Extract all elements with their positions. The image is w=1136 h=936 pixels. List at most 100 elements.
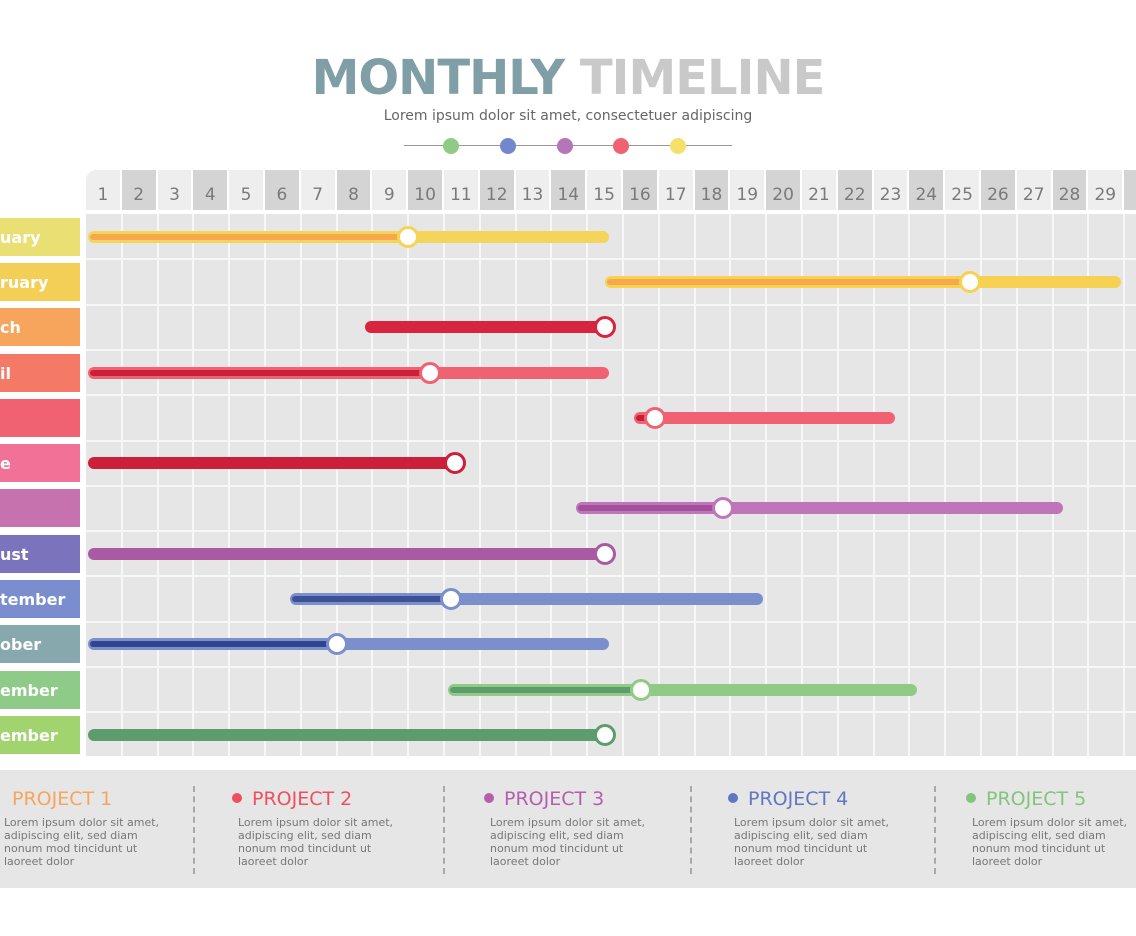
project-separator — [443, 786, 445, 874]
project-description: Lorem ipsum dolor sit amet, adipiscing e… — [238, 816, 394, 868]
day-header-cell: 17 — [658, 170, 693, 210]
month-label: ust — [0, 534, 80, 573]
project-dot-icon — [484, 792, 494, 803]
day-header-cell: 23 — [873, 170, 908, 210]
project-title: PROJECT 4 — [748, 788, 849, 810]
timeline-progress-knob[interactable] — [959, 270, 982, 293]
timeline-progress-knob[interactable] — [644, 406, 667, 429]
timeline-progress-knob[interactable] — [712, 497, 735, 520]
project-description: Lorem ipsum dolor sit amet, adipiscing e… — [490, 816, 646, 868]
timeline-bar-progress — [367, 324, 606, 331]
timeline-progress-knob[interactable] — [594, 723, 617, 746]
month-label-text: ember — [0, 680, 58, 700]
timeline-progress-knob[interactable] — [594, 316, 617, 339]
month-label-text: ember — [0, 725, 58, 745]
timeline-progress-knob[interactable] — [418, 361, 441, 384]
day-header-cell: 14 — [551, 170, 586, 210]
timeline-progress-knob[interactable] — [440, 588, 463, 611]
month-label-text: e — [0, 454, 11, 474]
timeline-progress-knob[interactable] — [443, 452, 466, 475]
project-separator — [193, 786, 195, 874]
day-header-cell: 3 — [1124, 170, 1136, 210]
project-dot-icon — [966, 792, 976, 803]
grid-row-divider — [86, 666, 1136, 668]
month-label: ember — [0, 670, 80, 709]
day-header-cell: 7 — [300, 170, 335, 210]
grid-row-divider — [86, 575, 1136, 578]
timeline-bar-progress — [578, 505, 724, 512]
month-label: tember — [0, 580, 80, 619]
project-title: PROJECT 1 — [12, 788, 113, 810]
timeline-bar-progress — [90, 369, 430, 376]
legend-dot — [443, 138, 459, 154]
title-part-timeline: TIMELINE — [579, 50, 826, 106]
grid-row-divider — [86, 303, 1136, 306]
legend-dot — [557, 138, 573, 154]
timeline-bar-progress — [607, 278, 971, 285]
day-header-cell: 2 — [121, 170, 156, 210]
day-header-cell: 11 — [444, 170, 478, 210]
timeline-progress-knob[interactable] — [594, 542, 617, 565]
project-card: PROJECT 2 Lorem ipsum dolor sit amet, adi… — [232, 784, 432, 868]
legend-dot — [500, 138, 516, 154]
month-label-text: ch — [0, 318, 21, 338]
day-header-cell: 29 — [1088, 170, 1123, 210]
project-description: Lorem ipsum dolor sit amet, adipiscing e… — [972, 816, 1128, 868]
project-card: PROJECT 4 Lorem ipsum dolor sit amet, adi… — [728, 784, 928, 868]
grid-row-divider — [86, 439, 1136, 442]
day-header-cell: 6 — [265, 170, 299, 210]
day-header-cell: 5 — [229, 170, 263, 210]
grid-row-divider — [86, 620, 1136, 623]
title-block: MONTHLY TIMELINE — [0, 48, 1136, 108]
grid-row-divider — [86, 258, 1136, 261]
project-legend: PROJECT 1 Lorem ipsum dolor sit amet, adi… — [0, 770, 1136, 888]
timeline-progress-knob[interactable] — [325, 633, 348, 656]
grid-row-divider — [86, 394, 1136, 397]
timeline-bar-progress — [90, 731, 606, 738]
day-header-cell: 16 — [623, 170, 657, 210]
day-header-cell: 26 — [981, 170, 1015, 210]
project-card: PROJECT 1 Lorem ipsum dolor sit amet, adi… — [0, 784, 198, 868]
day-header-cell: 13 — [515, 170, 550, 210]
month-label — [0, 398, 80, 437]
timeline-bar-progress — [90, 550, 606, 557]
day-header-cell: 22 — [837, 170, 872, 210]
day-header-cell: 1 — [86, 170, 120, 210]
project-separator — [690, 786, 692, 874]
project-description: Lorem ipsum dolor sit amet, adipiscing e… — [734, 816, 890, 868]
grid-row-divider — [86, 711, 1136, 714]
day-header-cell: 15 — [587, 170, 621, 210]
day-header-cell: 10 — [408, 170, 442, 210]
project-card: PROJECT 3 Lorem ipsum dolor sit amet, adi… — [484, 784, 684, 868]
project-dot-icon — [232, 792, 242, 803]
month-label-text: ruary — [0, 272, 49, 292]
month-label: ch — [0, 308, 80, 347]
legend-dot — [613, 138, 629, 154]
month-label-text: ober — [0, 635, 42, 655]
day-header-cell: 9 — [372, 170, 407, 210]
day-header-cell: 19 — [730, 170, 765, 210]
project-separator — [934, 786, 936, 874]
timeline-progress-knob[interactable] — [629, 678, 652, 701]
timeline-bar-progress — [90, 233, 409, 240]
timeline-bar-progress — [292, 596, 452, 603]
month-label: il — [0, 353, 80, 392]
timeline-progress-knob[interactable] — [397, 225, 420, 248]
grid-row-divider — [86, 484, 1136, 487]
month-label: ruary — [0, 262, 80, 301]
month-label-text: tember — [0, 590, 66, 610]
month-label: uary — [0, 217, 80, 256]
day-header-cell: 18 — [694, 170, 729, 210]
grid-row-divider — [86, 348, 1136, 351]
day-header-cell: 21 — [802, 170, 836, 210]
month-label: ember — [0, 715, 80, 754]
day-header-cell: 24 — [909, 170, 944, 210]
project-title: PROJECT 2 — [252, 788, 353, 810]
page-title: MONTHLY TIMELINE — [0, 48, 1136, 108]
timeline-bar-progress — [449, 686, 641, 693]
day-header-row: 1 2 3 4 5 6 7 8 9 10 11 12 13 14 15 16 17 18 19 20 21 22 23 24 2… — [86, 170, 1136, 210]
month-label-text: uary — [0, 227, 41, 247]
day-header-cell: 4 — [193, 170, 228, 210]
month-label-text: ust — [0, 544, 29, 564]
project-dot-icon — [728, 792, 738, 803]
